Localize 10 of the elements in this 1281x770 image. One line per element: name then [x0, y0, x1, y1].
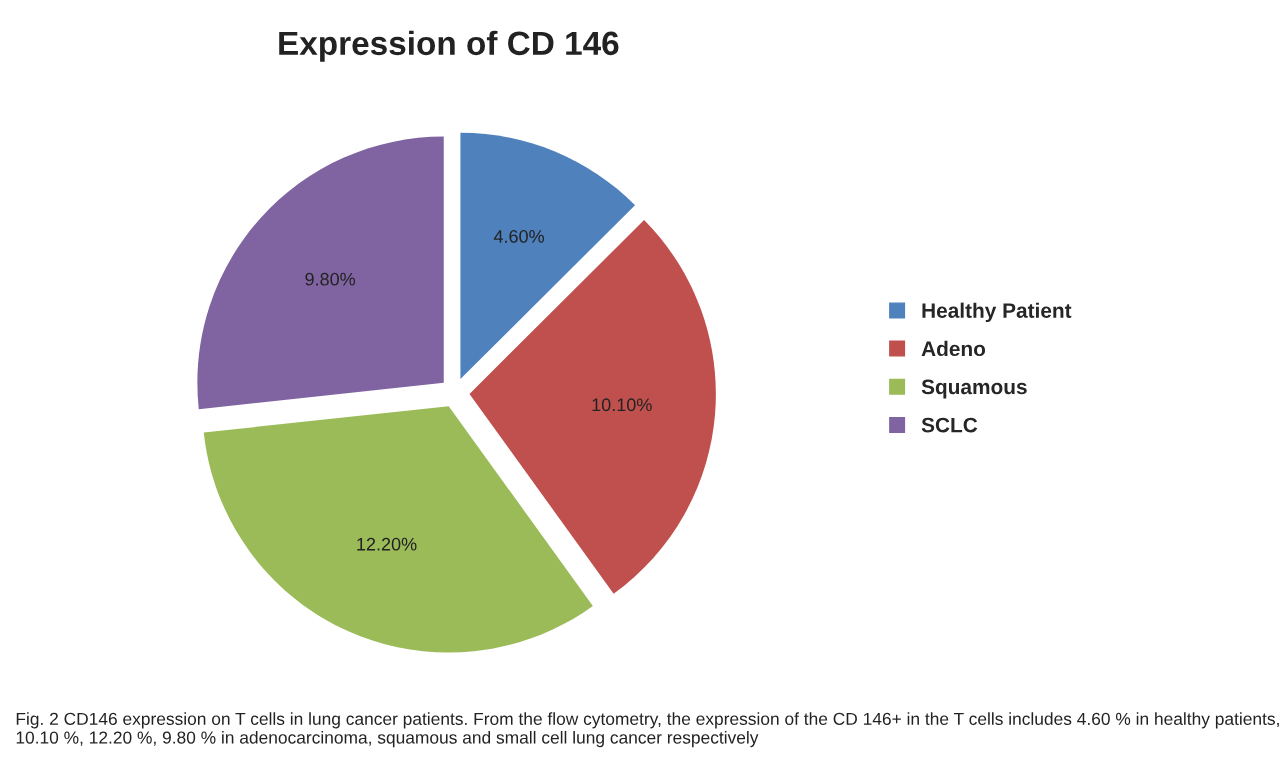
legend-label: Healthy Patient: [922, 302, 1072, 323]
chart-title: Expression of CD 146: [279, 30, 619, 62]
caption: Fig. 2 CD146 expression on T cells in lung cancer patients. From the flow cytometry, the expression of the CD 146+ in the T cells includes 4.60 % in healthy patients, 10.10 %, 12.20 %, 9.80 % in adenocarcinoma, squamous and small cell lung cancer respectively: [16, 712, 1279, 748]
legend-label: Squamous: [921, 379, 1027, 399]
data-label: 4.60%: [493, 230, 544, 243]
legend-label: Adeno: [921, 340, 986, 357]
data-label: 12.20%: [357, 537, 417, 551]
data-label: 10.10%: [592, 398, 652, 412]
legend-label: SCLC: [921, 417, 978, 433]
data-label: 9.80%: [305, 272, 356, 286]
